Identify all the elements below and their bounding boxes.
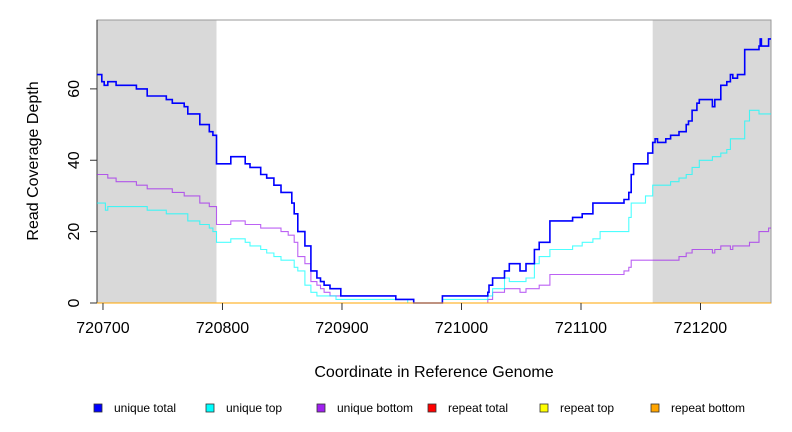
x-axis: 720700 720800 720900 721000 721100 721200 bbox=[76, 303, 727, 337]
legend-item-unique-total: unique total bbox=[93, 401, 176, 415]
legend-label: repeat bottom bbox=[671, 401, 745, 415]
shaded-regions bbox=[97, 20, 771, 303]
y-axis-title: Read Coverage Depth bbox=[25, 81, 42, 240]
legend-item-unique-top: unique top bbox=[205, 401, 282, 415]
y-tick-label: 40 bbox=[66, 151, 83, 169]
y-tick-label: 20 bbox=[66, 223, 83, 241]
legend-swatch bbox=[205, 403, 215, 413]
legend-label: unique bottom bbox=[337, 401, 413, 415]
legend-swatch bbox=[93, 403, 103, 413]
shaded-region-1 bbox=[652, 20, 771, 303]
x-tick-label: 720800 bbox=[196, 320, 249, 337]
x-tick-label: 721000 bbox=[435, 320, 488, 337]
y-tick-label: 60 bbox=[66, 80, 83, 98]
legend: unique total unique top unique bottom repea… bbox=[93, 401, 745, 415]
x-tick-label: 721200 bbox=[674, 320, 727, 337]
legend-swatch bbox=[650, 403, 660, 413]
legend-item-unique-bottom: unique bottom bbox=[316, 401, 413, 415]
legend-item-repeat-top: repeat top bbox=[539, 401, 614, 415]
series-unique-total bbox=[97, 38, 771, 304]
legend-swatch bbox=[316, 403, 326, 413]
y-axis: 0 20 40 60 bbox=[66, 80, 97, 307]
series-lines bbox=[97, 38, 771, 304]
shaded-region-0 bbox=[97, 20, 217, 303]
x-tick-label: 720700 bbox=[76, 320, 129, 337]
legend-label: unique top bbox=[226, 401, 282, 415]
legend-swatch bbox=[427, 403, 437, 413]
series-unique-top bbox=[97, 109, 771, 304]
x-tick-label: 721100 bbox=[555, 320, 607, 337]
y-tick-label: 0 bbox=[66, 298, 83, 307]
x-tick-label: 720900 bbox=[315, 320, 368, 337]
x-axis-title: Coordinate in Reference Genome bbox=[314, 364, 553, 381]
legend-label: repeat total bbox=[448, 401, 508, 415]
legend-item-repeat-bottom: repeat bottom bbox=[650, 401, 745, 415]
legend-swatch bbox=[539, 403, 549, 413]
legend-label: unique total bbox=[114, 401, 176, 415]
legend-item-repeat-total: repeat total bbox=[427, 401, 508, 415]
legend-label: repeat top bbox=[560, 401, 614, 415]
